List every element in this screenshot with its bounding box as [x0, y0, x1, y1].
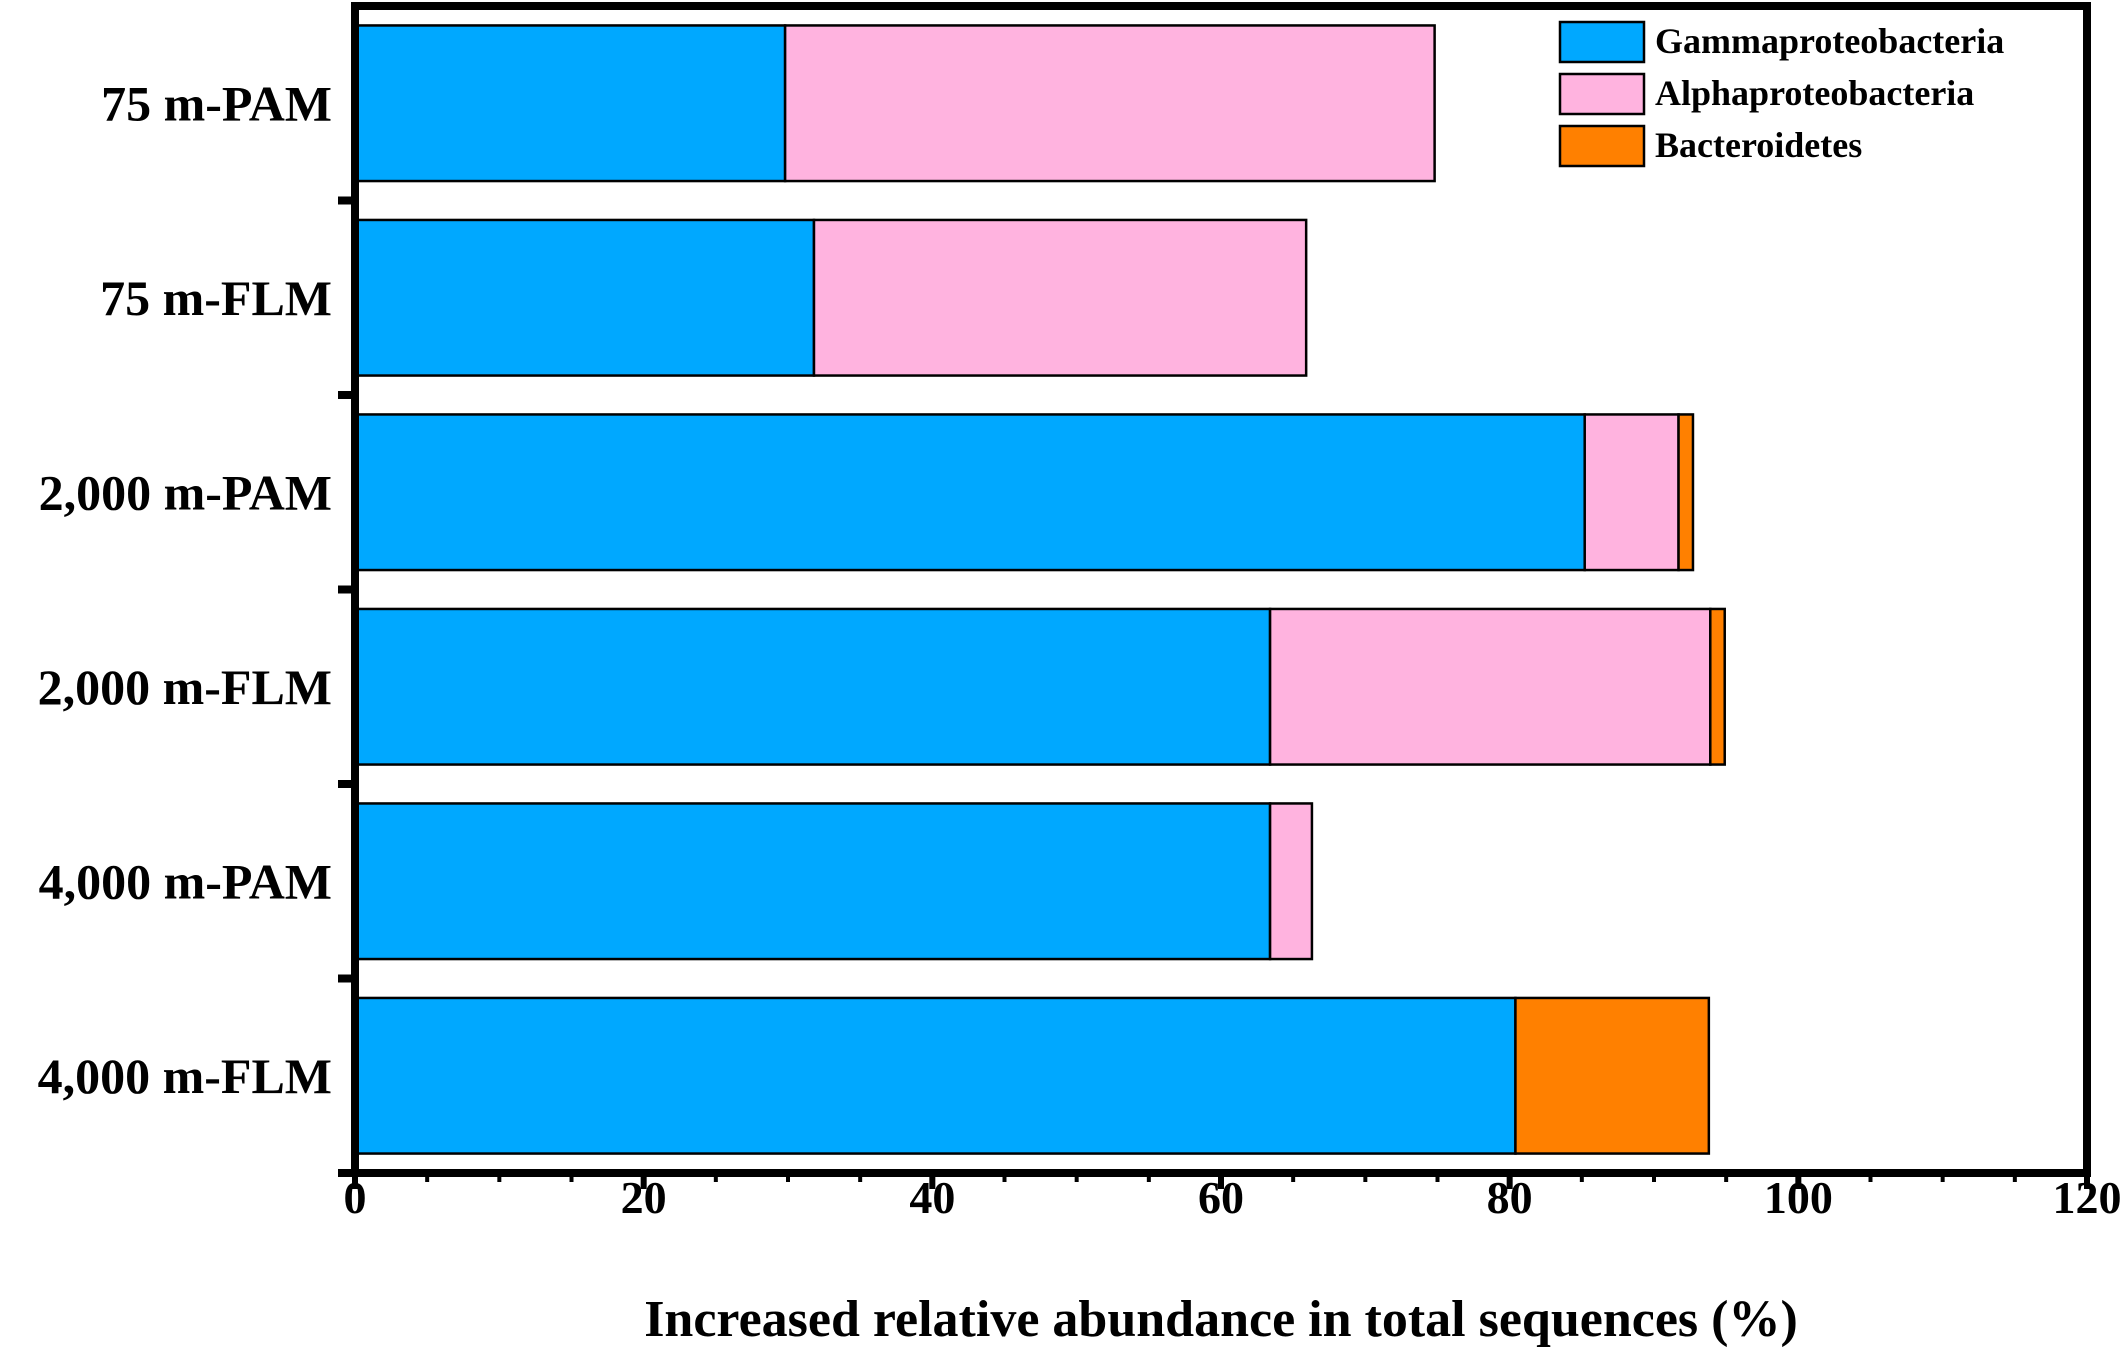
- category-labels: 75 m-PAM 75 m-FLM 2,000 m-PAM 2,000 m-FLM 4,…: [38, 75, 332, 1104]
- bars-layer: [353, 24, 1726, 1155]
- bar-segment-gammaproteobacteria-2: [353, 218, 816, 377]
- bar-segment-alphaproteobacteria-3: [1583, 413, 1680, 572]
- category-label: 2,000 m-PAM: [39, 464, 332, 520]
- category-label: 4,000 m-PAM: [39, 853, 332, 909]
- x-tick-label: 120: [2053, 1172, 2122, 1223]
- bar-segment-bacteroidetes-6: [1514, 996, 1711, 1155]
- bar-segment-alphaproteobacteria-5: [1268, 802, 1314, 961]
- bar-segment-gammaproteobacteria-1: [353, 24, 787, 183]
- bar-segment-alphaproteobacteria-2: [812, 218, 1308, 377]
- bar-segment-alphaproteobacteria-1: [783, 24, 1436, 183]
- legend-swatch-gammaproteobacteria: [1558, 20, 1646, 64]
- category-label: 2,000 m-FLM: [38, 659, 332, 715]
- x-tick-label: 80: [1487, 1172, 1533, 1223]
- x-tick-label: 100: [1764, 1172, 1833, 1223]
- legend-label: Alphaproteobacteria: [1655, 73, 1974, 113]
- category-label: 4,000 m-FLM: [38, 1048, 332, 1104]
- bar-segment-gammaproteobacteria-3: [353, 413, 1586, 572]
- x-axis-ticks: 0 20 40 60 80 100 120: [344, 1172, 2122, 1223]
- x-tick-label: 40: [909, 1172, 955, 1223]
- x-axis-title: Increased relative abundance in total se…: [644, 1291, 1798, 1348]
- y-axis-ticks: [338, 196, 355, 1177]
- legend-swatch-bacteroidetes: [1558, 124, 1646, 168]
- category-label: 75 m-PAM: [101, 75, 332, 131]
- bar-segment-gammaproteobacteria-4: [353, 607, 1272, 766]
- x-tick-label: 60: [1198, 1172, 1244, 1223]
- legend: Gammaproteobacteria Alphaproteobacteria Ba…: [1558, 20, 2004, 168]
- bar-segment-gammaproteobacteria-6: [353, 996, 1517, 1155]
- x-tick-label: 0: [344, 1172, 367, 1223]
- x-tick-label: 20: [621, 1172, 667, 1223]
- bar-segment-bacteroidetes-3: [1677, 413, 1695, 572]
- bar-segment-gammaproteobacteria-5: [353, 802, 1272, 961]
- legend-label: Gammaproteobacteria: [1655, 21, 2004, 61]
- bar-segment-bacteroidetes-4: [1709, 607, 1726, 766]
- legend-label: Bacteroidetes: [1655, 125, 1862, 165]
- category-label: 75 m-FLM: [100, 270, 332, 326]
- bar-segment-alphaproteobacteria-4: [1268, 607, 1712, 766]
- legend-swatch-alphaproteobacteria: [1558, 72, 1646, 116]
